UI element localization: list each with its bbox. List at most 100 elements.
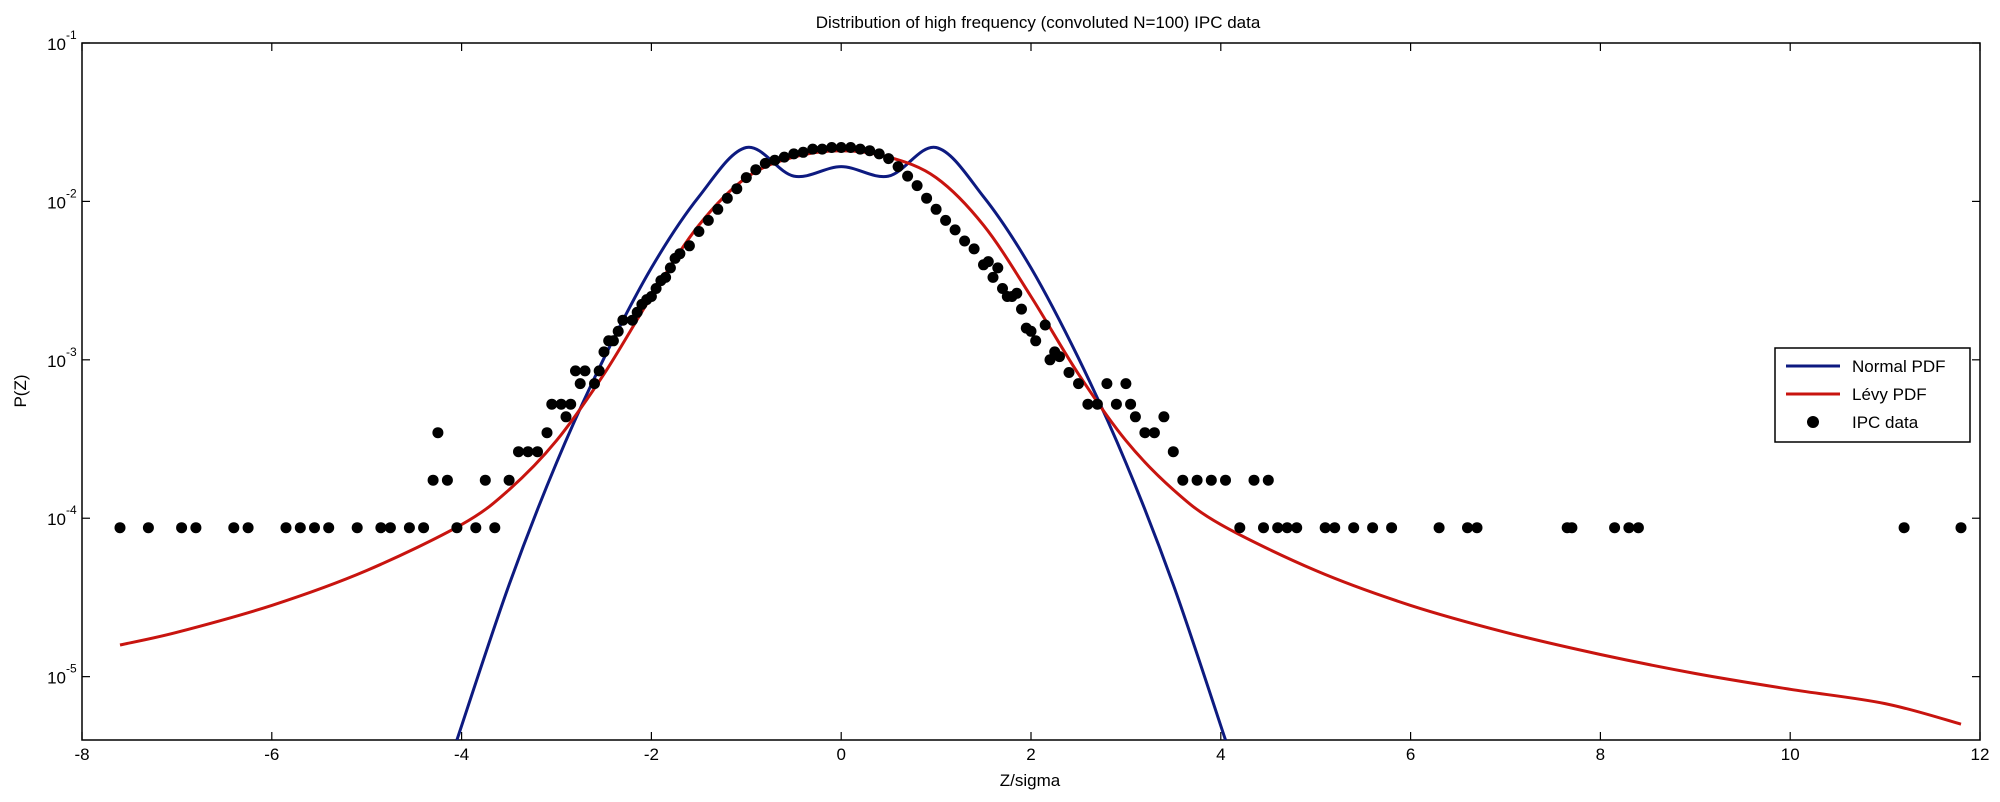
ipc-data-point bbox=[612, 325, 624, 337]
ipc-data-point bbox=[1110, 398, 1122, 410]
ipc-data-point bbox=[982, 256, 994, 268]
ipc-data-point bbox=[309, 522, 320, 534]
ipc-data-point bbox=[570, 365, 581, 377]
legend-ipc-label: IPC data bbox=[1852, 413, 1919, 432]
x-tick-label: 12 bbox=[1971, 745, 1990, 764]
x-tick-label: -8 bbox=[74, 745, 89, 764]
y-tick-label-exponent: -1 bbox=[66, 28, 77, 42]
ipc-data-point bbox=[1063, 367, 1075, 378]
ipc-data-point bbox=[1044, 354, 1056, 366]
y-tick-label-base: 10 bbox=[47, 35, 66, 54]
ipc-data-point bbox=[294, 522, 306, 534]
ipc-data-point bbox=[997, 283, 1008, 294]
ipc-data-point bbox=[1609, 522, 1621, 534]
ipc-data-point bbox=[323, 522, 335, 534]
ipc-data-point bbox=[228, 522, 240, 534]
ipc-data-point bbox=[489, 522, 501, 534]
ipc-data-point bbox=[432, 427, 444, 439]
ipc-data-point bbox=[522, 446, 534, 458]
ipc-data-point bbox=[845, 142, 857, 153]
ipc-data-point bbox=[560, 411, 572, 423]
ipc-data-point bbox=[427, 474, 439, 486]
ipc-data-point bbox=[593, 365, 605, 377]
legend-levy-label: Lévy PDF bbox=[1852, 385, 1927, 404]
ipc-data-point bbox=[1386, 522, 1398, 534]
ipc-data-point bbox=[1462, 522, 1473, 534]
ipc-data-point bbox=[451, 522, 463, 534]
ipc-data-point bbox=[1030, 335, 1042, 347]
ipc-data-point bbox=[807, 143, 819, 155]
ipc-data-point bbox=[778, 151, 790, 163]
x-tick-label: 8 bbox=[1596, 745, 1605, 764]
ipc-data-point bbox=[702, 214, 714, 226]
ipc-data-point bbox=[683, 240, 695, 252]
ipc-data-point bbox=[1367, 522, 1379, 534]
ipc-data-point bbox=[418, 522, 430, 534]
ipc-data-point bbox=[674, 248, 686, 260]
ipc-data-point bbox=[1039, 319, 1051, 331]
ipc-data-point bbox=[1291, 522, 1303, 534]
ipc-data-point bbox=[1177, 474, 1189, 486]
ipc-data-point bbox=[598, 346, 610, 358]
ipc-data-point bbox=[1898, 522, 1910, 534]
ipc-data-point bbox=[930, 203, 942, 215]
ipc-data-point bbox=[968, 243, 980, 255]
x-tick-label: 6 bbox=[1406, 745, 1415, 764]
ipc-data-point bbox=[1566, 522, 1578, 534]
x-tick-label: -2 bbox=[644, 745, 659, 764]
ipc-data-point bbox=[987, 271, 999, 283]
ipc-data-point bbox=[176, 522, 188, 534]
ipc-data-point bbox=[1955, 522, 1967, 534]
x-tick-label: 4 bbox=[1216, 745, 1225, 764]
ipc-data-point bbox=[1073, 378, 1084, 390]
ipc-data-point bbox=[579, 365, 591, 377]
ipc-data-point bbox=[660, 271, 672, 283]
ipc-data-point bbox=[280, 522, 292, 534]
ipc-data-point bbox=[1125, 398, 1137, 410]
y-tick-label-base: 10 bbox=[47, 352, 66, 371]
ipc-data-point bbox=[1129, 411, 1141, 423]
ipc-data-point bbox=[403, 522, 415, 534]
ipc-data-point bbox=[650, 283, 662, 294]
ipc-data-point bbox=[1258, 522, 1269, 534]
y-tick-label-base: 10 bbox=[47, 510, 66, 529]
ipc-data-point bbox=[375, 522, 387, 534]
ipc-data-point bbox=[1016, 303, 1027, 315]
ipc-data-point bbox=[921, 192, 933, 204]
ipc-data-point bbox=[541, 427, 553, 439]
ipc-data-point bbox=[1191, 474, 1203, 486]
ipc-data-point bbox=[645, 291, 657, 302]
ipc-data-point bbox=[731, 183, 743, 195]
ipc-data-point bbox=[1011, 287, 1023, 299]
ipc-data-point bbox=[546, 398, 558, 410]
x-tick-label: -6 bbox=[264, 745, 279, 764]
ipc-data-point bbox=[788, 148, 800, 160]
ipc-data-point bbox=[1281, 522, 1293, 534]
ipc-data-point bbox=[1091, 398, 1103, 410]
ipc-data-point bbox=[835, 142, 847, 153]
ipc-data-point bbox=[816, 143, 828, 155]
y-axis: 10-110-210-310-410-5 bbox=[47, 28, 1980, 688]
ipc-data-point bbox=[1054, 351, 1065, 363]
ipc-data-point bbox=[190, 522, 202, 534]
ipc-data-point bbox=[513, 446, 524, 458]
y-tick-label-exponent: -5 bbox=[66, 662, 77, 676]
ipc-data-point bbox=[1262, 474, 1274, 486]
x-axis-label: Z/sigma bbox=[1000, 771, 1061, 790]
ipc-data-point bbox=[759, 157, 771, 169]
x-tick-label: 10 bbox=[1781, 745, 1800, 764]
ipc-data-point bbox=[1139, 427, 1151, 439]
y-tick-label-exponent: -3 bbox=[66, 345, 77, 359]
ipc-data-point bbox=[1272, 522, 1284, 534]
plot-area bbox=[81, 42, 1981, 741]
ipc-data-point bbox=[626, 314, 638, 326]
ipc-data-point bbox=[607, 335, 619, 347]
ipc-data-point bbox=[992, 262, 1004, 274]
ipc-data-point bbox=[721, 192, 733, 204]
ipc-data-point bbox=[384, 522, 396, 534]
ipc-data-point bbox=[1025, 325, 1037, 337]
ipc-data-point bbox=[1433, 522, 1445, 534]
normal-pdf-line bbox=[455, 145, 1227, 740]
y-tick-label-base: 10 bbox=[47, 669, 66, 688]
